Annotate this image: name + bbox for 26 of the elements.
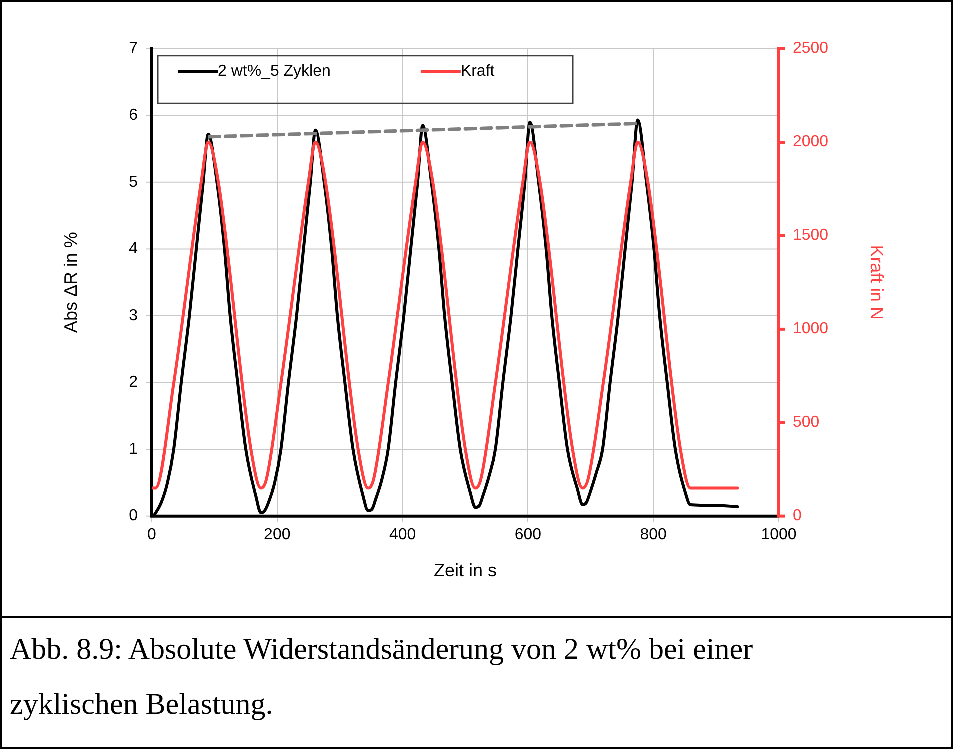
y-tick-label: 2 [129,374,138,392]
x-tick-label: 1000 [761,526,797,544]
x-tick-label: 800 [640,526,668,544]
y-tick-label: 5 [129,174,138,191]
y-tick-label: 1 [129,440,138,458]
x-tick-label: 600 [514,526,542,544]
y2-tick-label: 0 [793,508,802,525]
y2-tick-label: 500 [793,414,820,432]
x-tick-label: 0 [148,526,157,544]
y-tick-label: 3 [129,307,138,324]
y-axis-title: Abs ΔR in % [60,232,81,333]
y-tick-label: 6 [129,107,138,124]
caption: Abb. 8.9: Absolute Widerstandsänderung von 2 wt% bei einer zyklischen Belastung. [10,632,754,723]
legend-label: 2 wt%_5 Zyklen [218,63,331,80]
y2-tick-label: 1000 [793,320,829,338]
y2-tick-label: 2500 [793,40,829,58]
y2-axis-title: Kraft in N [867,245,888,320]
x-axis-title: Zeit in s [434,560,498,580]
y2-tick-label: 2000 [793,134,829,151]
y-tick-label: 4 [129,240,138,258]
x-tick-label: 400 [389,526,416,544]
y2-tick-label: 1500 [793,227,829,244]
y-tick-label: 7 [129,40,138,58]
x-tick-label: 200 [264,526,291,544]
legend-label: Kraft [460,63,496,80]
y-tick-label: 0 [129,508,138,525]
